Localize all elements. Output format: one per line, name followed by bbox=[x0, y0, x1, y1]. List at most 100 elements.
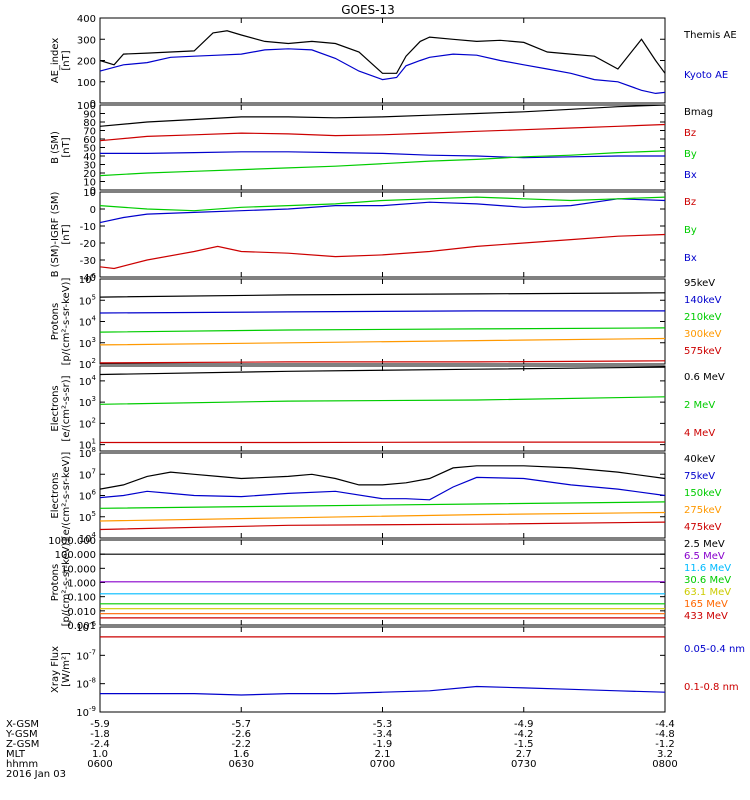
footer-value: -5.9 bbox=[90, 719, 110, 730]
legend-entry: 30.6 MeV bbox=[684, 575, 731, 586]
footer-value: -3.4 bbox=[373, 729, 393, 740]
series-line-75kev bbox=[99, 476, 666, 501]
footer-date: 2016 Jan 03 bbox=[6, 769, 66, 780]
y-tick-label: -30 bbox=[80, 256, 96, 267]
series-line-kyoto-ae bbox=[99, 48, 666, 95]
y-axis-label: B (SM)[nT] bbox=[50, 131, 72, 164]
footer-value: 0630 bbox=[229, 759, 254, 770]
legend-entry: 165 MeV bbox=[684, 599, 728, 610]
series-line-0-05-0-4-nm bbox=[100, 685, 666, 696]
series-line-275kev bbox=[99, 511, 666, 522]
y-tick-label: 10-6 bbox=[76, 620, 96, 634]
legend-entry: By bbox=[684, 225, 697, 236]
y-tick-label: 104 bbox=[79, 315, 97, 329]
footer-value: 0800 bbox=[652, 759, 677, 770]
y-tick-label: -40 bbox=[80, 273, 96, 284]
footer-row-label: MLT bbox=[6, 749, 26, 760]
y-tick-label: 108 bbox=[79, 446, 96, 460]
y-tick-label: 10-8 bbox=[76, 677, 96, 691]
y-tick-label: -20 bbox=[80, 239, 96, 250]
footer-value: 0730 bbox=[511, 759, 536, 770]
panel-6: 104 105 106 107 108 Electrons[e/(cm²-s-sr-keV… bbox=[50, 446, 722, 545]
series-line-150kev bbox=[99, 501, 666, 509]
footer-value: -1.2 bbox=[655, 739, 675, 750]
y-tick-label: 1000.000 bbox=[48, 536, 96, 547]
y-tick-label: 20 bbox=[83, 169, 96, 180]
legend-entry: Bx bbox=[684, 253, 697, 264]
y-tick-label: 40 bbox=[83, 152, 96, 163]
legend-entry: 2.5 MeV bbox=[684, 539, 725, 550]
y-axis-label: Electrons[e/(cm²-s-sr)] bbox=[50, 375, 72, 441]
series-line-bx bbox=[99, 198, 666, 224]
footer-value: -5.7 bbox=[231, 719, 251, 730]
footer-row-label: X-GSM bbox=[6, 719, 39, 730]
y-tick-label: 104 bbox=[79, 374, 97, 388]
y-tick-label: 10 bbox=[83, 178, 96, 189]
footer-value: 2.7 bbox=[516, 749, 532, 760]
y-axis-label: Protons[p/(cm²-s-sr-keV)] bbox=[50, 278, 72, 366]
legend-entry: 0.1-0.8 nm bbox=[684, 682, 739, 693]
footer-row-label: hhmm bbox=[6, 759, 38, 770]
y-tick-label: 0 bbox=[90, 205, 96, 216]
footer-row-label: Z-GSM bbox=[6, 739, 39, 750]
legend-entry: Themis AE bbox=[683, 30, 737, 41]
y-tick-label: 10 bbox=[83, 188, 96, 199]
y-tick-label: 70 bbox=[83, 127, 96, 138]
series-line-bx bbox=[100, 151, 665, 159]
y-tick-label: 60 bbox=[83, 135, 96, 146]
panel-frame bbox=[99, 104, 666, 191]
y-tick-label: 101 bbox=[79, 438, 96, 452]
panel-frame bbox=[99, 365, 666, 452]
series-line-300kev bbox=[99, 337, 666, 346]
legend-entry: 40keV bbox=[684, 454, 715, 465]
panel-7: 0.001 0.010 0.100 1.000 10.000 100.000 1000.00… bbox=[48, 536, 731, 632]
footer-value: 0600 bbox=[87, 759, 112, 770]
y-tick-label: 102 bbox=[79, 416, 96, 430]
legend-entry: 210keV bbox=[684, 312, 722, 323]
legend-entry: Bz bbox=[684, 197, 696, 208]
y-tick-label: 103 bbox=[79, 336, 96, 350]
y-tick-label: 100 bbox=[77, 78, 96, 89]
legend-entry: 63.1 MeV bbox=[684, 587, 731, 598]
panel-frame bbox=[99, 539, 666, 626]
y-tick-label: 0.100 bbox=[67, 593, 96, 604]
legend-entry: 0.05-0.4 nm bbox=[684, 644, 745, 655]
y-tick-label: 400 bbox=[77, 14, 96, 25]
y-tick-label: 100 bbox=[77, 101, 96, 112]
series-line-2-mev bbox=[99, 396, 666, 405]
y-tick-label: 104 bbox=[79, 531, 97, 545]
y-tick-label: 10-9 bbox=[76, 705, 96, 719]
legend-entry: 0.6 MeV bbox=[684, 372, 725, 383]
footer-value: -2.2 bbox=[231, 739, 251, 750]
legend-entry: 140keV bbox=[684, 295, 722, 306]
y-axis-label: Protons[p/(cm²-s-sr-keV)] bbox=[50, 539, 72, 627]
legend-entry: 75keV bbox=[684, 471, 715, 482]
y-tick-label: 103 bbox=[79, 395, 96, 409]
legend-entry: 300keV bbox=[684, 329, 722, 340]
y-tick-label: 30 bbox=[83, 161, 96, 172]
series-line-bz bbox=[99, 233, 666, 270]
legend-entry: Bx bbox=[684, 170, 697, 181]
series-line-475kev bbox=[99, 521, 666, 531]
legend-entry: Kyoto AE bbox=[684, 70, 728, 81]
y-tick-label: 107 bbox=[79, 467, 96, 481]
legend-entry: 150keV bbox=[684, 488, 722, 499]
y-tick-label: -10 bbox=[80, 222, 96, 233]
footer-value: -5.3 bbox=[373, 719, 393, 730]
y-tick-label: 105 bbox=[79, 510, 96, 524]
series-line-210kev bbox=[99, 327, 666, 333]
footer-value: -1.9 bbox=[373, 739, 393, 750]
series-line-by bbox=[99, 196, 666, 212]
legend-entry: 275keV bbox=[684, 505, 722, 516]
y-tick-label: 90 bbox=[83, 110, 96, 121]
panel-4: 102 103 104 105 106 Protons[p/(cm²-s-sr-keV)]… bbox=[50, 272, 722, 371]
footer-value: -4.8 bbox=[655, 729, 675, 740]
series-line-bz bbox=[99, 123, 666, 142]
legend-entry: 95keV bbox=[684, 278, 715, 289]
y-tick-label: 0 bbox=[90, 99, 96, 110]
legend-entry: 6.5 MeV bbox=[684, 551, 725, 562]
series-line-0-6-mev bbox=[99, 366, 666, 376]
footer-value: 2.1 bbox=[375, 749, 391, 760]
